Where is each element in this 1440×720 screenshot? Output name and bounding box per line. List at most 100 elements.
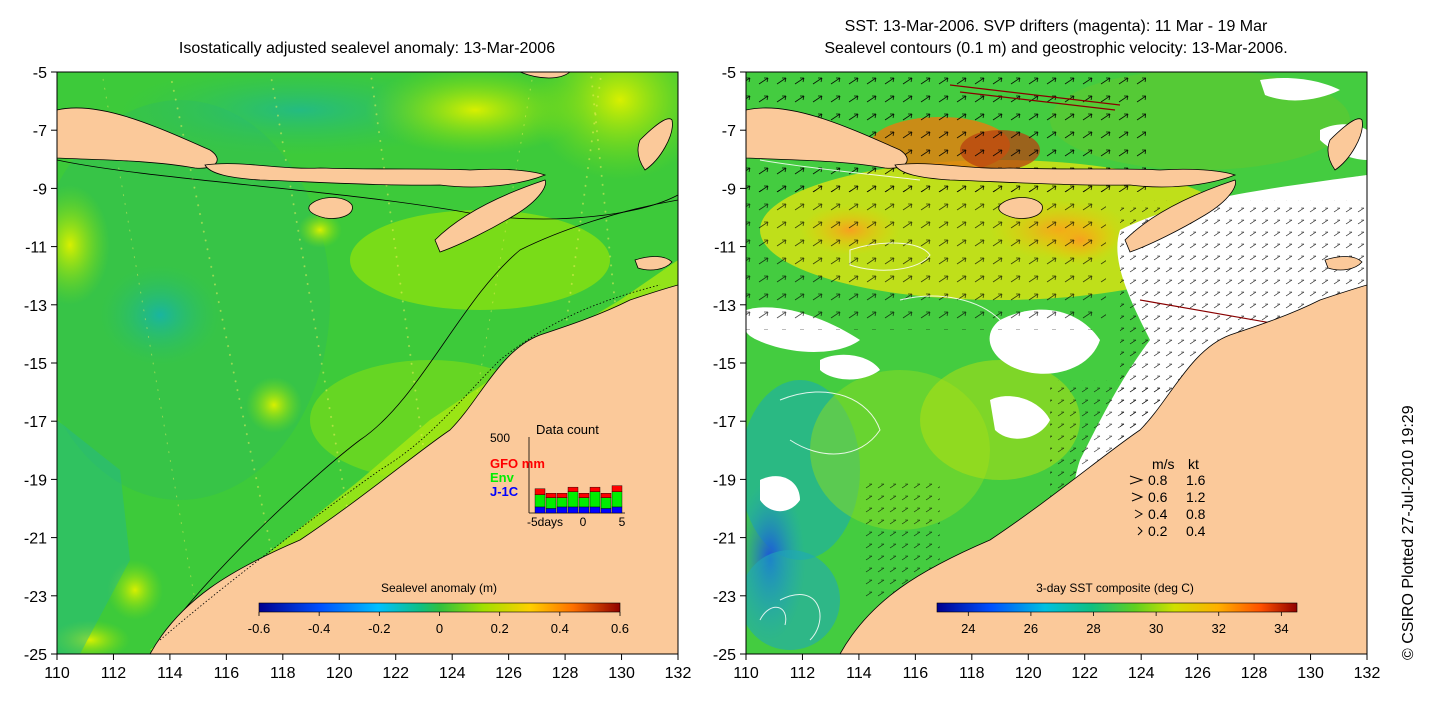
data-count-legend-item: GFO mm	[490, 456, 545, 471]
right-y-tick-label: -13	[713, 298, 736, 315]
sst-colorbar-tick-label: 32	[1212, 621, 1226, 636]
sst-australia-land	[839, 284, 1367, 654]
left-y-tick-label: -19	[24, 472, 47, 489]
data-count-bar-env	[611, 491, 623, 508]
data-count-x-label: 5	[619, 515, 626, 529]
data-count-bar-gfo	[534, 488, 546, 495]
sst-colorbar-tick-label: 28	[1086, 621, 1100, 636]
data-count-title: Data count	[536, 422, 599, 437]
right-x-tick-label: 128	[1241, 665, 1268, 682]
velocity-legend-arrow	[1137, 526, 1143, 536]
velocity-legend-kt: 1.2	[1186, 489, 1206, 505]
timor-land	[434, 179, 546, 253]
data-count-bar-env	[534, 494, 546, 508]
sst-colorbar-tick-label: 24	[961, 621, 975, 636]
sst-colorbar-tick-label: 26	[1024, 621, 1038, 636]
data-count-legend-item: Env	[490, 470, 515, 485]
right-x-tick-label: 116	[903, 665, 929, 682]
left-y-tick-label: -15	[24, 356, 47, 373]
right-x-tick-label: 122	[1071, 665, 1098, 682]
left-y-tick-label: -21	[24, 531, 47, 548]
data-count-bar-j1c	[578, 506, 590, 514]
lesser-sunda-land	[204, 163, 547, 188]
right-x-tick-label: 124	[1128, 665, 1155, 682]
sealevel-colorbar-label: Sealevel anomaly (m)	[381, 581, 497, 595]
data-count-ymax: 500	[490, 431, 510, 445]
data-count-bar-gfo	[600, 493, 612, 498]
data-count-bar-j1c	[545, 508, 557, 514]
left-y-tick-label: -9	[33, 181, 47, 198]
australia-land	[149, 284, 678, 654]
data-count-bar-env	[545, 497, 557, 509]
sst-map	[746, 72, 1367, 654]
sst-colorbar-tick-label: 30	[1149, 621, 1163, 636]
data-count-bar-j1c	[567, 506, 579, 514]
left-y-tick-label: -25	[24, 647, 47, 664]
right-x-tick-label: 120	[1015, 665, 1042, 682]
right-map-title-line1: SST: 13-Mar-2006. SVP drifters (magenta)…	[844, 18, 1268, 35]
copyright-label: © CSIRO Plotted 27-Jul-2010 19:29	[1400, 405, 1417, 660]
sst-colorbar-label: 3-day SST composite (deg C)	[1036, 581, 1194, 595]
sealevel-colorbar-tick-label: 0.2	[491, 621, 509, 636]
left-y-tick-label: -7	[33, 123, 47, 140]
data-count-bar-j1c	[589, 506, 601, 514]
right-y-tick-label: -11	[714, 240, 736, 257]
data-count-legend-item: J-1C	[490, 484, 519, 499]
right-x-tick-label: 130	[1297, 665, 1324, 682]
left-x-tick-label: 112	[101, 665, 127, 682]
left-x-tick-label: 114	[157, 665, 183, 682]
right-y-tick-label: -25	[713, 647, 736, 664]
right-y-tick-label: -19	[713, 472, 736, 489]
right-map-title-line2: Sealevel contours (0.1 m) and geostrophi…	[824, 40, 1288, 57]
data-count-x-label: 0	[580, 515, 587, 529]
data-count-bar-env	[589, 491, 601, 508]
right-x-tick-label: 114	[846, 665, 872, 682]
left-x-tick-label: 126	[495, 665, 522, 682]
left-x-tick-label: 116	[214, 665, 240, 682]
data-count-bar-j1c	[556, 506, 568, 514]
data-count-bar-j1c	[611, 506, 623, 514]
velocity-legend-arrow	[1131, 492, 1144, 502]
right-y-tick-label: -7	[722, 123, 736, 140]
sst-colorbar-gradient	[936, 602, 1298, 613]
left-x-tick-label: 122	[382, 665, 409, 682]
left-x-tick-label: 124	[439, 665, 466, 682]
sealevel-colorbar-tick-label: 0.6	[611, 621, 629, 636]
velocity-legend-ms: 0.4	[1148, 506, 1168, 522]
right-y-tick-label: -5	[722, 65, 736, 82]
velocity-legend-ms: 0.2	[1148, 523, 1168, 539]
velocity-legend: m/s kt 0.8 1.60.6 1.20.4 0.80.2 0.4	[1129, 456, 1206, 539]
right-x-tick-label: 132	[1354, 665, 1381, 682]
data-count-bar-gfo	[567, 486, 579, 492]
left-axes: 110 112 114 116 118 120 122 124 126 128 130 132 -5 -7…	[24, 65, 692, 682]
left-x-tick-label: 120	[326, 665, 353, 682]
data-count-bar-gfo	[611, 485, 623, 492]
right-axes: 110 112 114 116 118 120 122 124 126 128 130 132 -5 -7…	[713, 65, 1381, 682]
data-count-bar-gfo	[578, 493, 590, 498]
left-y-tick-label: -17	[24, 414, 47, 431]
velocity-legend-ms: 0.6	[1148, 489, 1168, 505]
left-y-tick-label: -23	[24, 589, 47, 606]
sealevel-colorbar-tick-label: 0	[436, 621, 443, 636]
left-x-tick-label: 132	[665, 665, 692, 682]
left-x-tick-label: 118	[270, 665, 296, 682]
right-y-tick-label: -9	[722, 181, 736, 198]
data-count-bar-env	[556, 497, 568, 508]
sealevel-colorbar-tick-label: -0.4	[308, 621, 330, 636]
velocity-legend-kt: 1.6	[1186, 472, 1206, 488]
sealevel-colorbar-tick-label: -0.2	[368, 621, 390, 636]
data-count-bar-gfo	[589, 486, 601, 492]
sealevel-anomaly-map	[57, 72, 678, 654]
data-count-bar-gfo	[556, 493, 568, 498]
left-y-tick-label: -13	[24, 298, 47, 315]
data-count-bar-env	[567, 491, 579, 508]
right-y-tick-label: -15	[713, 356, 736, 373]
velocity-legend-arrow	[1134, 509, 1144, 519]
data-count-bar-env	[600, 497, 612, 509]
velocity-legend-ms-header: m/s	[1152, 456, 1175, 472]
velocity-legend-kt: 0.4	[1186, 523, 1206, 539]
sumba-land	[308, 197, 353, 219]
left-x-tick-label: 110	[44, 665, 70, 682]
